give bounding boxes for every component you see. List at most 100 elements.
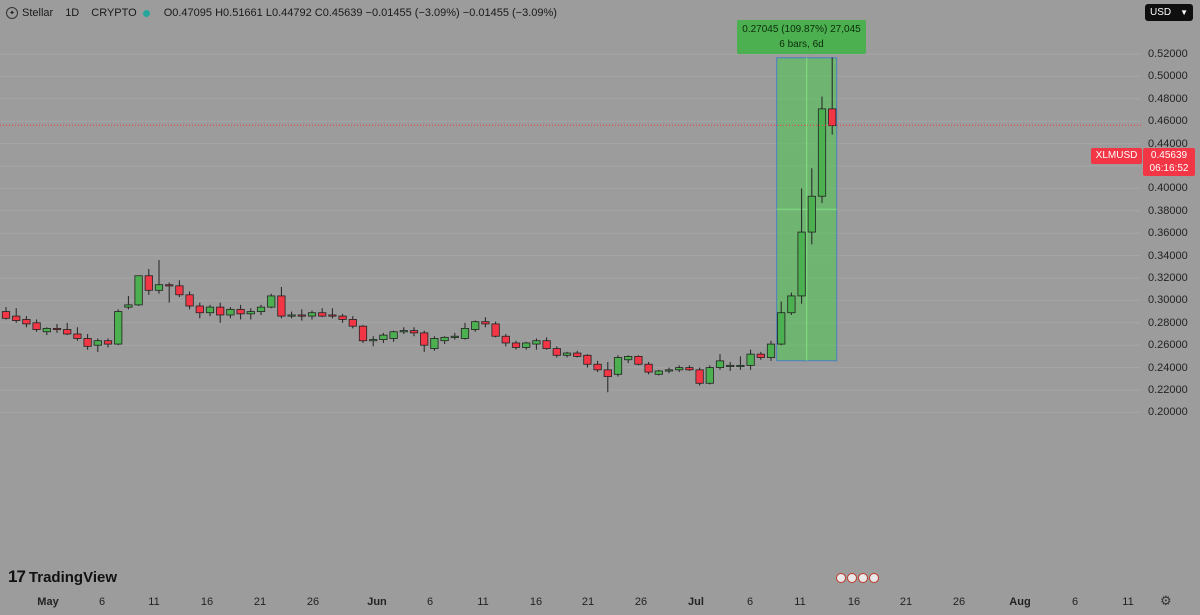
us-flag-icon[interactable] bbox=[836, 573, 846, 583]
candle[interactable] bbox=[807, 168, 816, 245]
candle[interactable] bbox=[358, 325, 368, 343]
candle[interactable] bbox=[22, 316, 31, 328]
candle[interactable] bbox=[389, 330, 398, 342]
candle[interactable] bbox=[328, 308, 337, 319]
candle[interactable] bbox=[787, 292, 796, 315]
currency-selector[interactable]: USD ▼ bbox=[1145, 4, 1193, 21]
candle[interactable] bbox=[797, 188, 806, 304]
candle[interactable] bbox=[73, 327, 82, 341]
candle[interactable] bbox=[736, 356, 745, 370]
candle[interactable] bbox=[256, 304, 266, 315]
candle[interactable] bbox=[511, 340, 521, 350]
candle[interactable] bbox=[583, 354, 592, 368]
time-tick-label: 6 bbox=[426, 596, 434, 608]
candle[interactable] bbox=[766, 340, 776, 361]
candle[interactable] bbox=[644, 362, 653, 375]
candle[interactable] bbox=[522, 341, 531, 350]
candle[interactable] bbox=[144, 269, 153, 295]
candle[interactable] bbox=[154, 260, 164, 294]
symbol-name[interactable]: Stellar bbox=[22, 7, 54, 19]
tradingview-logo[interactable]: 17 TradingView bbox=[8, 567, 117, 587]
candle[interactable] bbox=[624, 355, 633, 364]
candle[interactable] bbox=[654, 369, 663, 376]
candle[interactable] bbox=[195, 302, 204, 319]
candle[interactable] bbox=[246, 308, 255, 320]
candle[interactable] bbox=[532, 338, 541, 350]
candle[interactable] bbox=[430, 336, 439, 351]
candle[interactable] bbox=[634, 355, 643, 366]
candle[interactable] bbox=[705, 365, 714, 385]
candle-body bbox=[634, 355, 643, 365]
candle[interactable] bbox=[165, 282, 174, 303]
candle[interactable] bbox=[573, 350, 582, 358]
candle[interactable] bbox=[52, 323, 62, 333]
candle[interactable] bbox=[450, 332, 459, 340]
candle[interactable] bbox=[501, 334, 510, 347]
candle[interactable] bbox=[338, 313, 347, 323]
candle[interactable] bbox=[216, 302, 225, 323]
candle[interactable] bbox=[715, 354, 725, 370]
candle-body bbox=[389, 331, 398, 339]
candle[interactable] bbox=[379, 332, 388, 343]
candle[interactable] bbox=[32, 319, 41, 332]
candle[interactable] bbox=[1, 307, 11, 320]
gear-icon[interactable]: ⚙ bbox=[1160, 593, 1172, 608]
candle[interactable] bbox=[420, 330, 429, 352]
candle[interactable] bbox=[226, 307, 235, 319]
candle[interactable] bbox=[552, 346, 561, 358]
candle[interactable] bbox=[287, 311, 296, 319]
candle[interactable] bbox=[369, 336, 378, 347]
candle[interactable] bbox=[675, 365, 684, 373]
candle[interactable] bbox=[562, 351, 572, 358]
candle[interactable] bbox=[756, 351, 765, 360]
candle[interactable] bbox=[491, 321, 500, 338]
price-tick-label: 0.26000 bbox=[1148, 339, 1188, 352]
candle[interactable] bbox=[440, 336, 449, 345]
candle[interactable] bbox=[236, 304, 245, 320]
candle[interactable] bbox=[83, 334, 92, 350]
candle[interactable] bbox=[460, 322, 470, 340]
candle[interactable] bbox=[93, 338, 102, 352]
candle[interactable] bbox=[277, 286, 286, 319]
candle[interactable] bbox=[828, 57, 837, 135]
candle[interactable] bbox=[777, 301, 786, 346]
candle[interactable] bbox=[613, 355, 623, 377]
us-flag-icon[interactable] bbox=[869, 573, 879, 583]
candle[interactable] bbox=[124, 295, 133, 310]
us-flag-icon[interactable] bbox=[858, 573, 868, 583]
candle[interactable] bbox=[593, 360, 602, 373]
candle[interactable] bbox=[297, 309, 306, 321]
candle[interactable] bbox=[267, 293, 276, 309]
last-price-value: 0.45639 bbox=[1150, 150, 1188, 161]
candle[interactable] bbox=[664, 367, 674, 374]
candle[interactable] bbox=[409, 327, 419, 337]
candle[interactable] bbox=[542, 337, 551, 350]
candle[interactable] bbox=[42, 327, 51, 336]
candle[interactable] bbox=[817, 96, 827, 203]
candle[interactable] bbox=[318, 308, 327, 318]
time-tick-label: Aug bbox=[1009, 596, 1031, 608]
time-tick-label: 11 bbox=[1122, 596, 1134, 608]
candle[interactable] bbox=[471, 320, 480, 332]
candle[interactable] bbox=[603, 362, 612, 393]
candle[interactable] bbox=[175, 280, 184, 298]
candle[interactable] bbox=[746, 349, 755, 370]
candle[interactable] bbox=[63, 322, 72, 336]
candle[interactable] bbox=[185, 291, 194, 310]
economic-events[interactable] bbox=[836, 573, 880, 583]
candle[interactable] bbox=[348, 316, 357, 329]
candle[interactable] bbox=[12, 308, 21, 323]
candle[interactable] bbox=[307, 310, 317, 320]
candle[interactable] bbox=[205, 304, 215, 317]
candle[interactable] bbox=[481, 317, 490, 328]
us-flag-icon[interactable] bbox=[847, 573, 857, 583]
candle[interactable] bbox=[685, 365, 694, 371]
candle[interactable] bbox=[103, 338, 113, 348]
candle[interactable] bbox=[399, 327, 408, 334]
interval[interactable]: 1D bbox=[65, 7, 80, 19]
candle[interactable] bbox=[695, 367, 704, 386]
candle[interactable] bbox=[726, 362, 735, 371]
candle[interactable] bbox=[114, 309, 123, 346]
candle[interactable] bbox=[134, 275, 143, 306]
